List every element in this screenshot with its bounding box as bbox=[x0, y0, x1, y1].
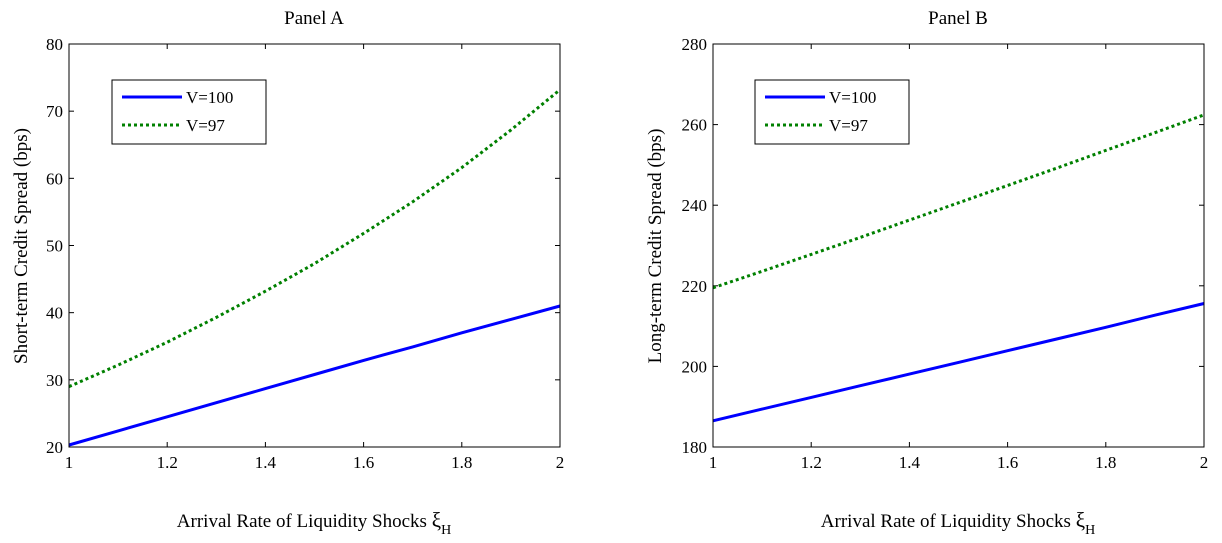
panel-b-xticks: 1 1.2 1.4 1.6 1.8 2 bbox=[709, 44, 1209, 472]
panel-b-xtick-label: 1.2 bbox=[801, 453, 822, 472]
panel-a-legend-box bbox=[111, 79, 267, 145]
panel-b-series-v97-line bbox=[712, 113, 1205, 290]
panel-b-legend-label-v97: V=97 bbox=[829, 116, 868, 135]
panel-b-title: Panel B bbox=[928, 8, 988, 29]
panel-a-legend: V=100 V=97 bbox=[111, 79, 267, 145]
panel-a-axes-box bbox=[68, 43, 561, 448]
panel-a-xlabel: Arrival Rate of Liquidity Shocks ξH bbox=[177, 508, 451, 538]
panel-a-ytick-label: 80 bbox=[46, 35, 63, 54]
panel-a-ytick-label: 60 bbox=[46, 169, 63, 188]
panel-a: Panel A 20 30 40 50 60 70 80 1 1.2 1.4 1.6 1.8 2 V=… bbox=[11, 8, 564, 538]
panel-a-series-v100-line bbox=[68, 304, 561, 447]
panel-b-xtick-label: 1.6 bbox=[997, 453, 1018, 472]
panel-b-legend-label-v100: V=100 bbox=[829, 88, 876, 107]
panel-b-xtick-label: 2 bbox=[1200, 453, 1209, 472]
panel-a-xlabel-symbol: ξ bbox=[432, 508, 441, 532]
panel-b-ytick-label: 220 bbox=[682, 277, 708, 296]
panel-a-xlabel-text: Arrival Rate of Liquidity Shocks bbox=[177, 511, 427, 532]
panel-a-ylabel: Short-term Credit Spread (bps) bbox=[11, 128, 32, 364]
panel-b-legend: V=100 V=97 bbox=[754, 79, 910, 145]
panel-a-xtick-label: 1.4 bbox=[255, 453, 277, 472]
panel-a-xtick-label: 1.8 bbox=[451, 453, 472, 472]
panel-a-legend-label-v100: V=100 bbox=[186, 88, 233, 107]
panel-b-xlabel-text: Arrival Rate of Liquidity Shocks bbox=[821, 511, 1071, 532]
panel-a-ytick-label: 40 bbox=[46, 304, 63, 323]
panel-b-ytick-label: 240 bbox=[682, 196, 708, 215]
panel-a-xtick-label: 2 bbox=[556, 453, 565, 472]
panel-b-legend-box bbox=[754, 79, 910, 145]
panel-b-yticks: 180 200 220 240 260 280 bbox=[682, 35, 1204, 457]
panel-b-xlabel-subscript: H bbox=[1085, 523, 1095, 538]
panel-a-xtick-label: 1.2 bbox=[157, 453, 178, 472]
panel-a-xtick-label: 1.6 bbox=[353, 453, 374, 472]
panel-a-yticks: 20 30 40 50 60 70 80 bbox=[46, 35, 560, 457]
panel-b-ytick-label: 180 bbox=[682, 438, 708, 457]
panel-a-ytick-label: 30 bbox=[46, 371, 63, 390]
panel-a-xtick-label: 1 bbox=[65, 453, 74, 472]
panel-a-xticks: 1 1.2 1.4 1.6 1.8 2 bbox=[65, 44, 565, 472]
panel-b-xlabel: Arrival Rate of Liquidity Shocks ξH bbox=[821, 508, 1095, 538]
panel-a-ytick-label: 20 bbox=[46, 438, 63, 457]
panel-b-ytick-label: 200 bbox=[682, 357, 708, 376]
panel-a-legend-label-v97: V=97 bbox=[186, 116, 225, 135]
panel-a-series bbox=[68, 88, 561, 447]
panel-b-xtick-label: 1 bbox=[709, 453, 718, 472]
panel-b-ylabel: Long-term Credit Spread (bps) bbox=[645, 129, 666, 364]
panel-b-ytick-label: 280 bbox=[682, 35, 708, 54]
panel-b-series bbox=[712, 113, 1205, 423]
panel-a-ytick-label: 50 bbox=[46, 237, 63, 256]
panel-a-ytick-label: 70 bbox=[46, 102, 63, 121]
panel-b: Panel B 180 200 220 240 260 280 1 1.2 1.4 1.6 1.8… bbox=[645, 8, 1208, 538]
panel-b-ytick-label: 260 bbox=[682, 116, 708, 135]
panel-b-series-v100-line bbox=[712, 302, 1205, 423]
panel-a-xlabel-subscript: H bbox=[441, 523, 451, 538]
panel-b-axes-box bbox=[712, 43, 1205, 448]
panel-a-title: Panel A bbox=[284, 8, 344, 29]
panel-b-xlabel-symbol: ξ bbox=[1076, 508, 1085, 532]
panel-b-xtick-label: 1.4 bbox=[899, 453, 921, 472]
panel-b-xtick-label: 1.8 bbox=[1095, 453, 1116, 472]
